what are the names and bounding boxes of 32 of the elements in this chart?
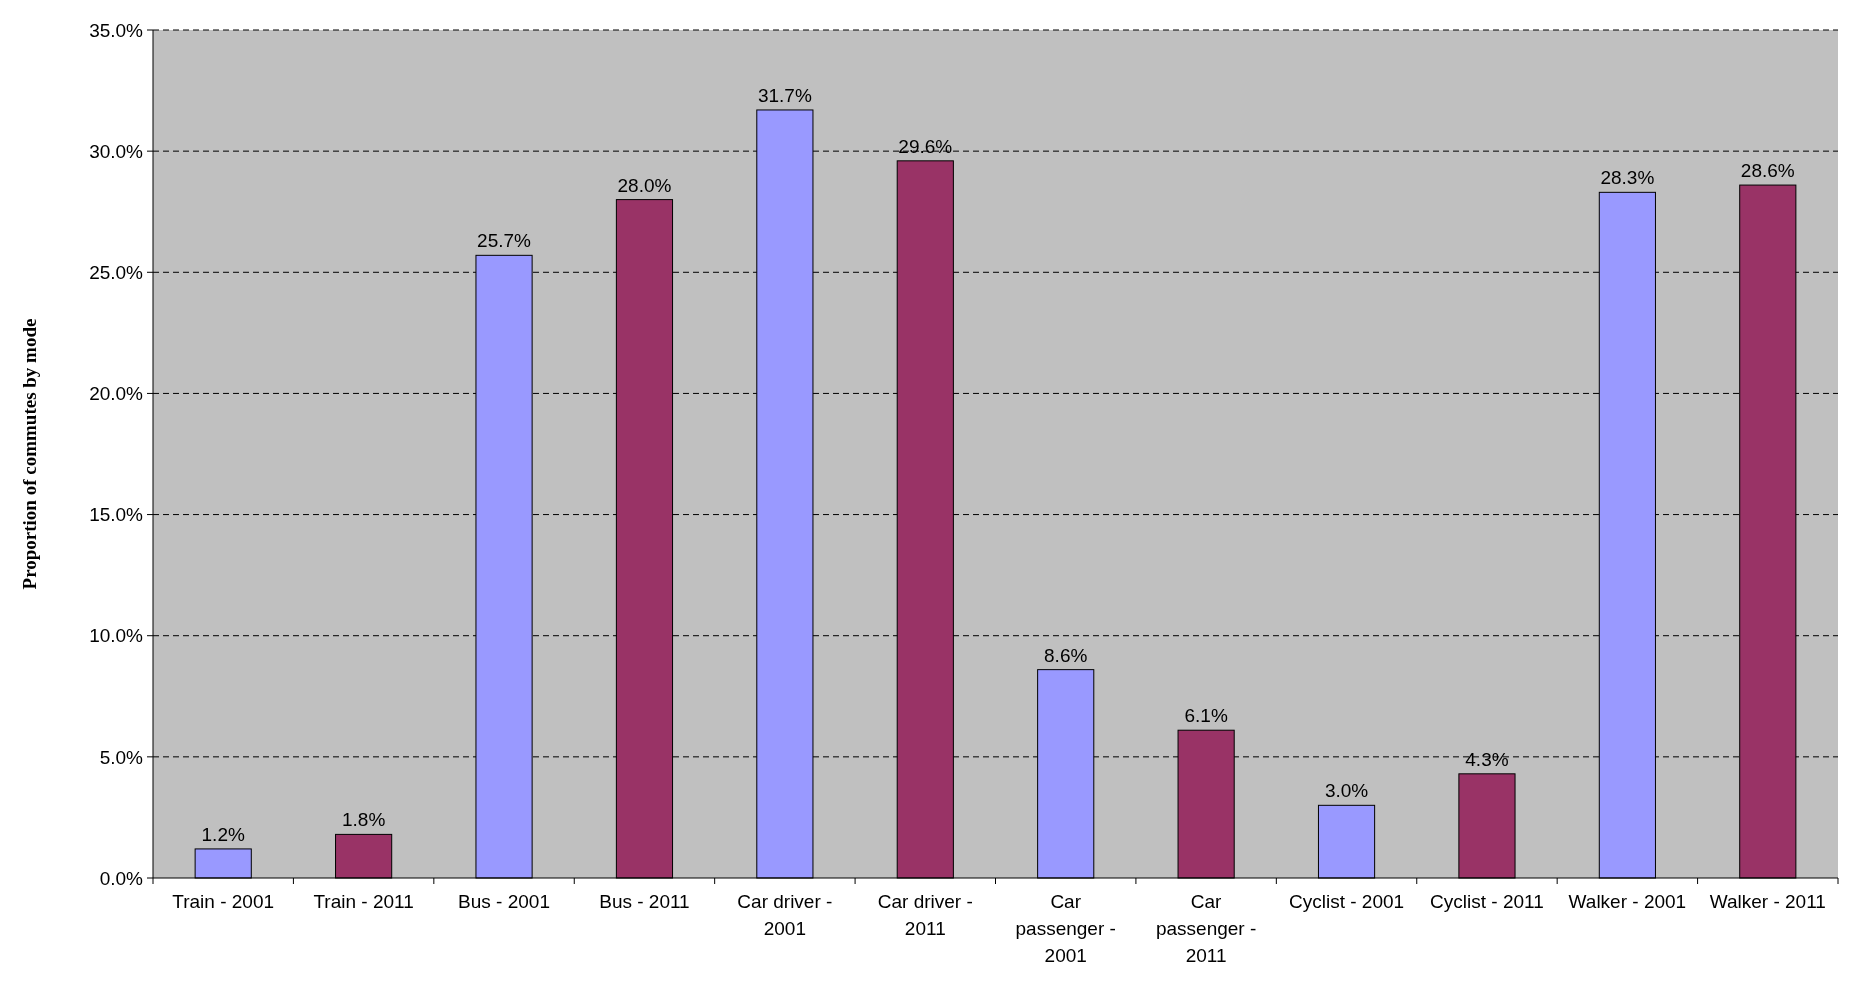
data-label: 1.8% [341, 809, 386, 831]
data-label: 1.2% [201, 823, 245, 845]
y-tick-label: 25.0% [89, 261, 144, 283]
y-tick-label: 10.0% [89, 625, 144, 647]
x-tick-label: Car driver - 2001 [737, 891, 833, 939]
data-label: 28.3% [1600, 167, 1655, 189]
data-label: 28.6% [1740, 160, 1795, 182]
x-tick-label: Car passenger - 2001 [1015, 891, 1116, 966]
x-tick-label: Train - 2011 [313, 891, 414, 912]
x-tick-label: Walker - 2001 [1568, 891, 1687, 912]
x-tick-label: Bus - 2011 [599, 891, 690, 912]
y-tick-label: 35.0% [89, 19, 144, 41]
x-tick-label: Cyclist - 2001 [1288, 891, 1405, 912]
data-label: 8.6% [1044, 644, 1088, 666]
data-label: 25.7% [477, 230, 532, 252]
x-tick-label: Car driver - 2011 [877, 891, 973, 939]
x-tick-label: Bus - 2001 [458, 891, 550, 912]
x-tick-label: Train - 2001 [172, 891, 275, 912]
data-label: 28.0% [617, 174, 672, 196]
y-tick-label: 20.0% [89, 383, 144, 405]
x-tick-label: Cyclist - 2011 [1430, 891, 1544, 912]
y-tick-label: 30.0% [89, 140, 144, 162]
y-axis-title: Proportion of commutes by mode [19, 318, 40, 590]
y-tick-label: 5.0% [99, 746, 144, 768]
y-tick-label: 15.0% [89, 504, 144, 526]
data-label: 31.7% [757, 84, 812, 106]
data-label: 6.1% [1184, 705, 1228, 727]
x-tick-label: Car passenger - 2011 [1155, 891, 1257, 966]
data-label: 29.6% [898, 135, 953, 157]
data-label: 3.0% [1324, 780, 1369, 802]
y-tick-label: 0.0% [99, 867, 144, 889]
x-tick-label: Walker - 2011 [1709, 891, 1826, 912]
